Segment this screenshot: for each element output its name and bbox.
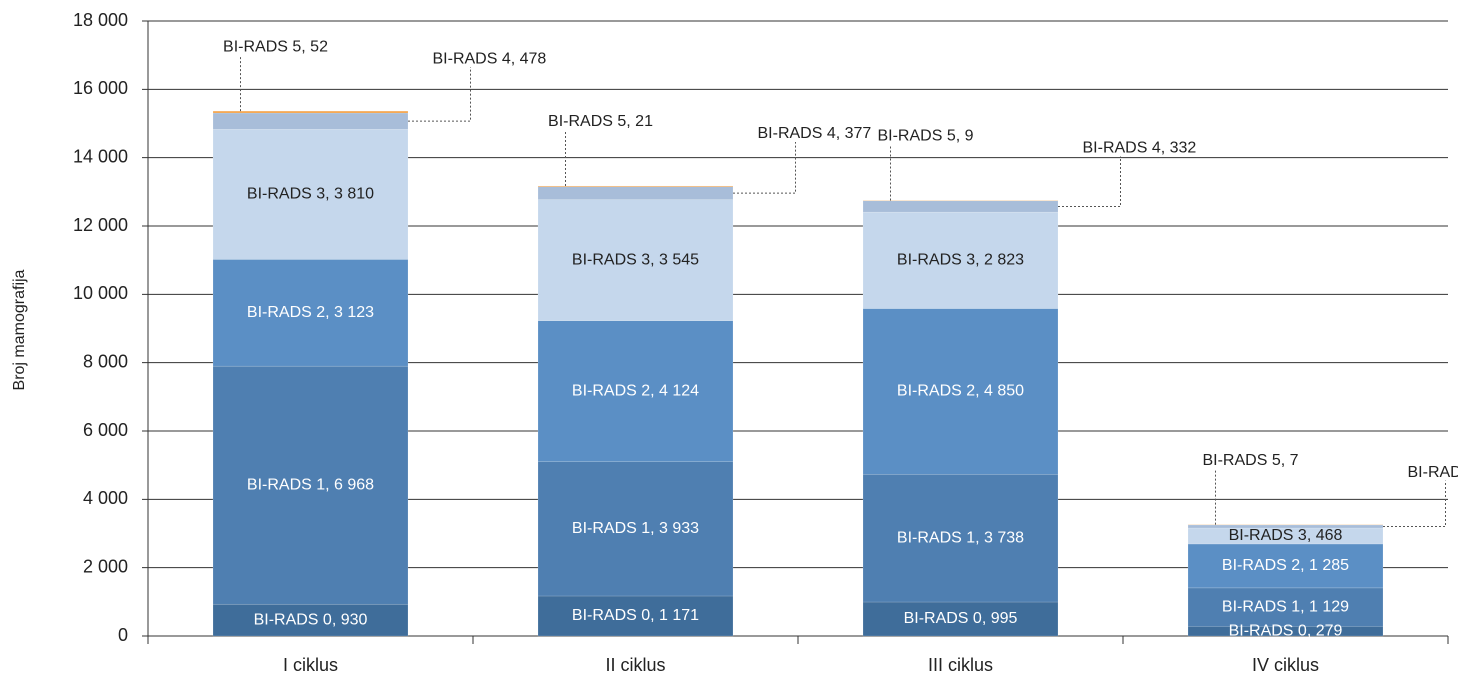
bar-segment — [212, 129, 409, 260]
data-label: BI-RADS 3, 2 823 — [897, 252, 1024, 269]
y-tick-label: 0 — [118, 625, 128, 645]
data-label: BI-RADS 2, 4 850 — [897, 383, 1024, 400]
bar-segment — [862, 200, 1059, 213]
data-label: BI-RADS 5, 9 — [877, 128, 973, 145]
data-label: BI-RADS 3, 3 810 — [247, 186, 374, 203]
bar-segment — [212, 603, 409, 637]
y-tick-label: 14 000 — [73, 146, 128, 166]
data-label: BI-RADS 0, 930 — [254, 611, 368, 628]
data-label: BI-RADS 4, 478 — [433, 50, 547, 67]
data-label: BI-RADS 2, 4 124 — [572, 382, 699, 399]
bar-segment — [212, 112, 409, 130]
x-tick-label: IV ciklus — [1252, 655, 1319, 675]
y-tick-label: 8 000 — [83, 351, 128, 371]
data-label: BI-RADS 2, 3 123 — [247, 304, 374, 321]
data-label: BI-RADS 1, 3 933 — [572, 520, 699, 537]
bar-segment — [1187, 543, 1384, 589]
y-tick-label: 12 000 — [73, 215, 128, 235]
data-label: BI-RADS 4, 332 — [1083, 140, 1197, 157]
bar-segment — [537, 461, 734, 597]
y-tick-label: 10 000 — [73, 283, 128, 303]
data-label: BI-RADS 5, 21 — [548, 113, 653, 130]
leader-line — [1383, 480, 1446, 527]
data-label: BI-RADS 4, 91 — [1408, 464, 1458, 481]
y-axis-label: Broj mamografija — [11, 269, 28, 390]
data-label: BI-RADS 0, 279 — [1229, 622, 1343, 639]
x-tick-label: III ciklus — [928, 655, 993, 675]
data-label: BI-RADS 1, 6 968 — [247, 476, 374, 493]
bar-segment — [537, 186, 734, 200]
leader-line — [733, 141, 796, 194]
bar-segment — [212, 365, 409, 605]
data-label: BI-RADS 1, 1 129 — [1222, 598, 1349, 615]
bar-segment — [212, 259, 409, 367]
x-tick-label: II ciklus — [605, 655, 665, 675]
bar-segment — [862, 601, 1059, 637]
data-label: BI-RADS 5, 7 — [1202, 452, 1298, 469]
bar-segment — [1187, 587, 1384, 627]
bar-segment — [862, 308, 1059, 475]
leader-line — [1058, 156, 1121, 207]
bar-segment — [537, 199, 734, 321]
bar-segment — [862, 211, 1059, 309]
data-label: BI-RADS 0, 1 171 — [572, 607, 699, 624]
data-label: BI-RADS 0, 995 — [904, 610, 1018, 627]
data-label: BI-RADS 1, 3 738 — [897, 529, 1024, 546]
y-tick-label: 18 000 — [73, 10, 128, 30]
y-tick-label: 4 000 — [83, 488, 128, 508]
y-tick-label: 2 000 — [83, 556, 128, 576]
data-label: BI-RADS 3, 468 — [1229, 527, 1343, 544]
data-label: BI-RADS 4, 377 — [758, 125, 872, 142]
bar-segment — [537, 185, 734, 187]
bar-segment — [537, 320, 734, 462]
data-label: BI-RADS 2, 1 285 — [1222, 557, 1349, 574]
x-tick-label: I ciklus — [283, 655, 338, 675]
leader-line — [408, 67, 471, 122]
data-label: BI-RADS 3, 3 545 — [572, 251, 699, 268]
bar-segment — [212, 110, 409, 114]
y-tick-label: 6 000 — [83, 420, 128, 440]
data-label: BI-RADS 5, 52 — [223, 38, 328, 55]
y-tick-label: 16 000 — [73, 78, 128, 98]
bar-segment — [1187, 626, 1384, 637]
